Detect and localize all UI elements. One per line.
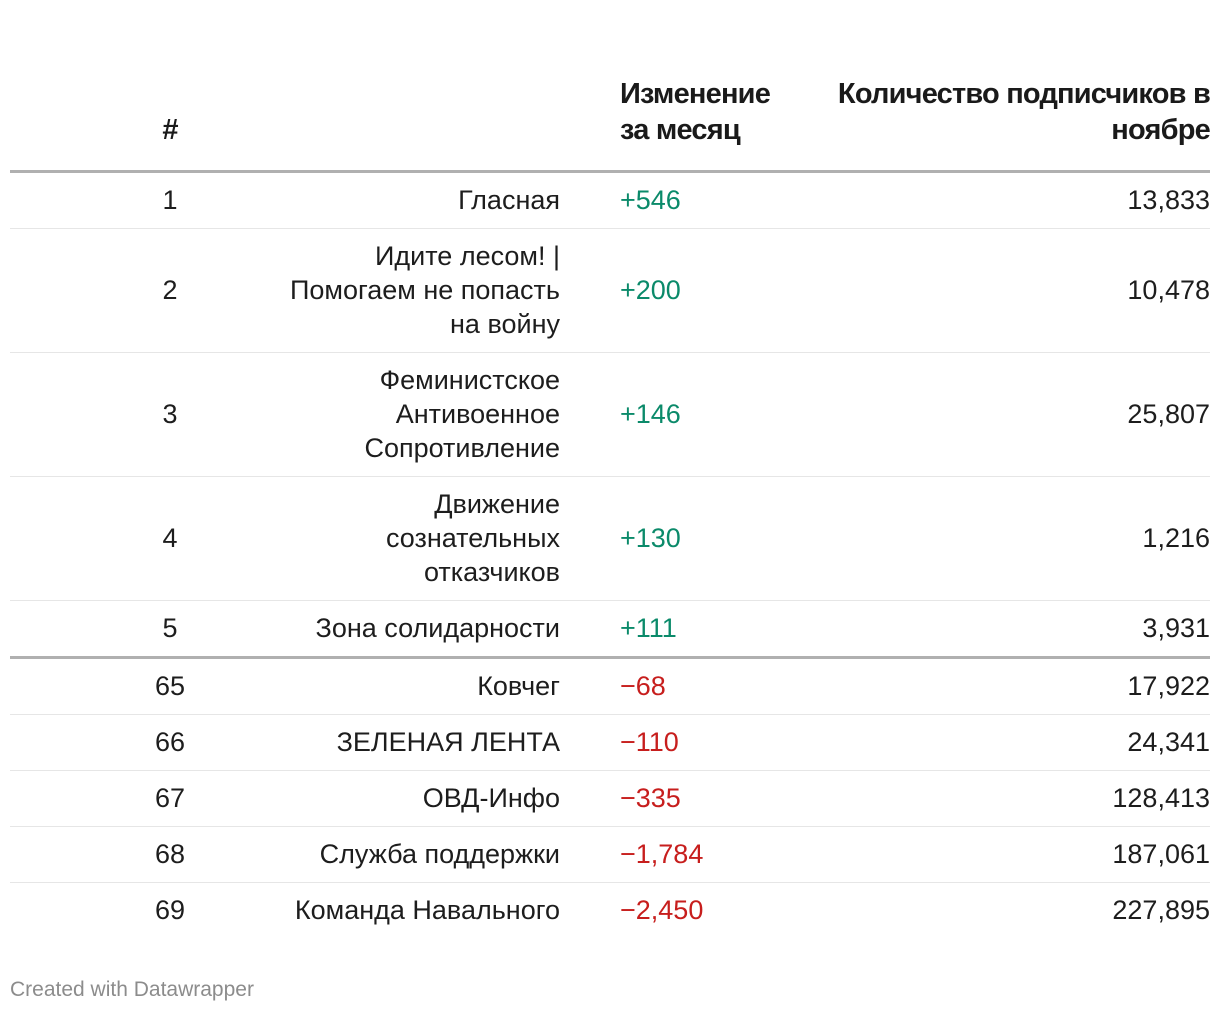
cell-channel-name: Служба поддержки (210, 826, 560, 883)
header-rank[interactable]: # (10, 0, 210, 173)
cell-channel-name: ОВД-Инфо (210, 770, 560, 827)
cell-rank: 65 (10, 657, 210, 715)
cell-subscribers: 24,341 (780, 714, 1210, 771)
cell-channel-name: Гласная (210, 171, 560, 229)
channel-name-text: Гласная (458, 185, 560, 215)
cell-channel-name: Феминистское Антивоенное Сопротивление (210, 352, 560, 477)
cell-rank: 2 (10, 228, 210, 353)
channel-name-text: Идите лесом! | Помогаем не попасть на во… (290, 241, 560, 339)
header-name[interactable] (210, 0, 560, 173)
table-row: 4 Движение сознательных отказчиков +130 1,2… (10, 476, 1210, 601)
channel-name-text: Зона солидарности (315, 613, 560, 643)
channel-name-text: Служба поддержки (319, 839, 560, 869)
datawrapper-credit[interactable]: Created with Datawrapper (10, 978, 254, 1001)
cell-subscribers: 128,413 (780, 770, 1210, 827)
table-header-row: # Изменение за месяц Количество подписчи… (10, 0, 1211, 173)
cell-rank: 4 (10, 476, 210, 601)
cell-subscribers: 25,807 (780, 352, 1210, 477)
cell-subscribers: 3,931 (780, 600, 1210, 659)
cell-monthly-change: −68 (560, 657, 780, 715)
channel-name-text: Движение сознательных отказчиков (385, 489, 560, 587)
table-row: 66 ЗЕЛЕНАЯ ЛЕНТА −110 24,341 (10, 714, 1210, 771)
cell-channel-name: Зона солидарности (210, 600, 560, 659)
cell-rank: 3 (10, 352, 210, 477)
table-row: 5 Зона солидарности +111 3,931 (10, 600, 1210, 659)
table-row: 69 Команда Навального −2,450 227,895 (10, 882, 1210, 938)
cell-monthly-change: −2,450 (620, 895, 704, 925)
cell-monthly-change: +111 (560, 600, 780, 659)
channel-name-text: Феминистское Антивоенное Сопротивление (364, 365, 560, 463)
cell-rank: 69 (154, 895, 186, 925)
cell-subscribers: 1,216 (780, 476, 1210, 601)
table-row: 65 Ковчег −68 17,922 (10, 657, 1210, 715)
cell-monthly-change: +146 (560, 352, 780, 477)
channel-name-text: Ковчег (477, 671, 560, 701)
cell-rank: 68 (10, 826, 210, 883)
table-row: 1 Гласная +546 13,833 (10, 171, 1210, 229)
channel-name-text: ОВД-Инфо (422, 783, 560, 813)
cell-monthly-change: −110 (560, 714, 780, 771)
table-row: 3 Феминистское Антивоенное Сопротивление +… (10, 352, 1210, 477)
cell-rank: 67 (10, 770, 210, 827)
table-row: 67 ОВД-Инфо −335 128,413 (10, 770, 1210, 827)
cell-channel-name: Команда Навального (210, 882, 560, 938)
header-subscribers[interactable]: Количество подписчиков в ноябре (780, 0, 1211, 173)
cell-channel-name: Движение сознательных отказчиков (210, 476, 560, 601)
cell-monthly-change: −1,784 (560, 826, 780, 883)
cell-channel-name: ЗЕЛЕНАЯ ЛЕНТА (210, 714, 560, 771)
cell-rank: 66 (10, 714, 210, 771)
channel-name-text: Команда Навального (294, 895, 560, 925)
table-row: 68 Служба поддержки −1,784 187,061 (10, 826, 1210, 883)
table-body: 1 Гласная +546 13,833 2 Идите лесом! | Помога… (10, 171, 1210, 938)
cell-rank: 5 (10, 600, 210, 659)
cell-rank: 1 (10, 171, 210, 229)
channel-growth-table: # Изменение за месяц Количество подписчи… (10, 0, 1211, 938)
cell-monthly-change: −335 (560, 770, 780, 827)
cell-monthly-change: +130 (560, 476, 780, 601)
cell-subscribers: 187,061 (780, 826, 1210, 883)
data-table-container: # Изменение за месяц Количество подписчи… (10, 0, 1211, 938)
cell-channel-name: Ковчег (210, 657, 560, 715)
cell-channel-name: Идите лесом! | Помогаем не попасть на во… (210, 228, 560, 353)
cell-monthly-change: +200 (560, 228, 780, 353)
table-row: 2 Идите лесом! | Помогаем не попасть на в… (10, 228, 1210, 353)
channel-name-text: ЗЕЛЕНАЯ ЛЕНТА (336, 727, 560, 757)
cell-subscribers: 227,895 (1112, 895, 1210, 925)
cell-subscribers: 10,478 (780, 228, 1210, 353)
cell-subscribers: 13,833 (780, 171, 1210, 229)
header-change[interactable]: Изменение за месяц (560, 0, 780, 173)
cell-monthly-change: +546 (560, 171, 780, 229)
cell-subscribers: 17,922 (780, 657, 1210, 715)
